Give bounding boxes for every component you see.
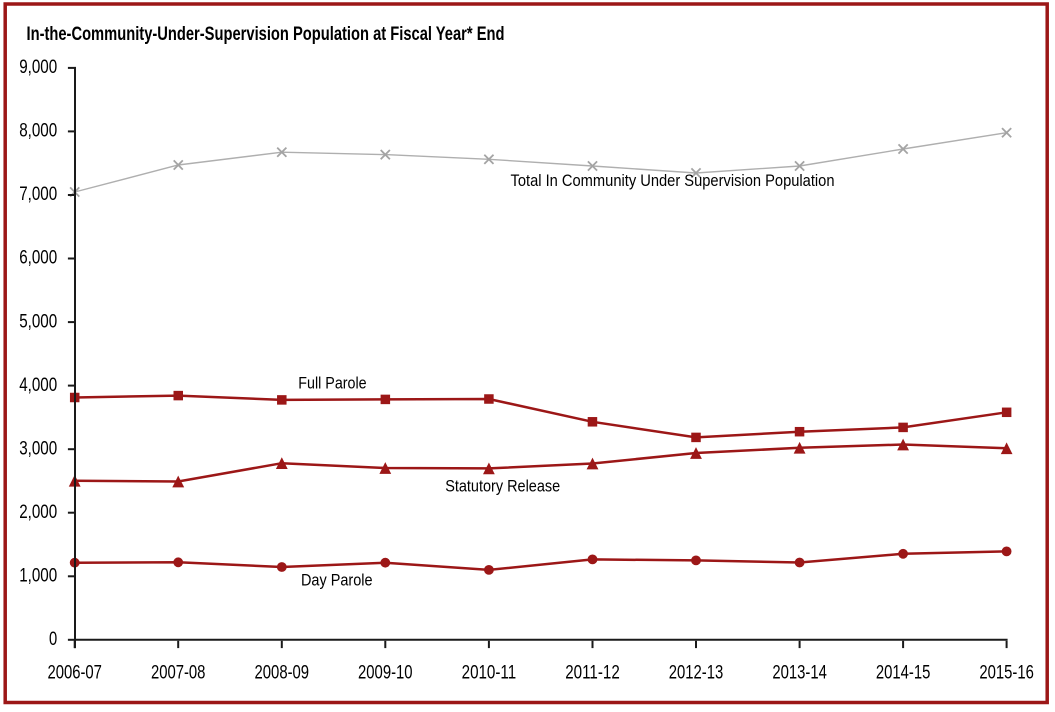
svg-text:1,000: 1,000 [19, 565, 57, 587]
svg-text:4,000: 4,000 [19, 374, 57, 396]
svg-text:2008-09: 2008-09 [255, 661, 310, 683]
svg-text:6,000: 6,000 [19, 247, 57, 269]
svg-text:2013-14: 2013-14 [772, 661, 827, 683]
svg-text:5,000: 5,000 [19, 310, 57, 332]
svg-text:8,000: 8,000 [19, 120, 57, 142]
svg-text:Total In Community Under Super: Total In Community Under Supervision Pop… [511, 171, 835, 190]
svg-text:2012-13: 2012-13 [669, 661, 724, 683]
svg-text:0: 0 [49, 628, 57, 650]
svg-text:2014-15: 2014-15 [876, 661, 931, 683]
svg-text:2007-08: 2007-08 [151, 661, 206, 683]
svg-text:Day Parole: Day Parole [301, 571, 373, 590]
svg-text:2015-16: 2015-16 [979, 661, 1034, 683]
svg-text:3,000: 3,000 [19, 437, 57, 459]
svg-text:In-the-Community-Under-Supervi: In-the-Community-Under-Supervision Popul… [27, 23, 505, 45]
svg-text:7,000: 7,000 [19, 183, 57, 205]
svg-text:2009-10: 2009-10 [358, 661, 413, 683]
svg-text:2006-07: 2006-07 [47, 661, 102, 683]
svg-text:Full Parole: Full Parole [298, 373, 366, 392]
svg-text:2,000: 2,000 [19, 501, 57, 523]
svg-text:9,000: 9,000 [19, 56, 57, 78]
svg-text:2011-12: 2011-12 [565, 661, 620, 683]
svg-text:Statutory Release: Statutory Release [445, 476, 560, 495]
svg-text:2010-11: 2010-11 [462, 661, 517, 683]
